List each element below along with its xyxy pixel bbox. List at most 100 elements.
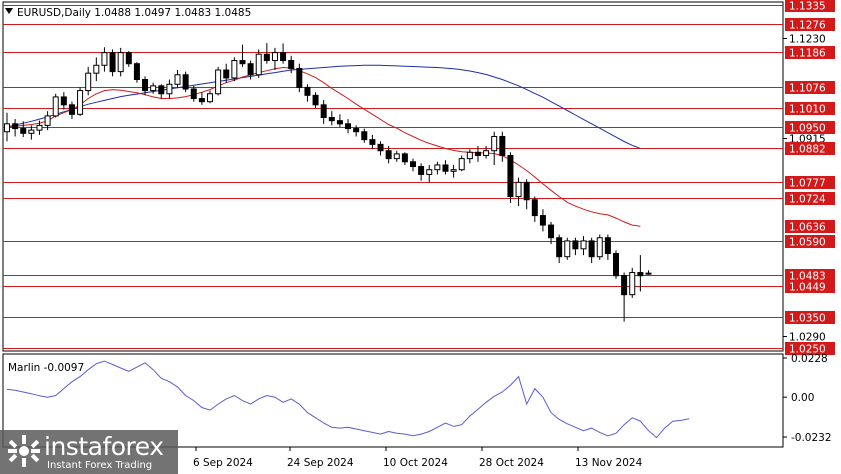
candle-bear xyxy=(345,123,352,130)
price-tag xyxy=(785,176,835,189)
candle-bull xyxy=(85,72,92,92)
price-label: 1.0777 xyxy=(789,178,826,190)
candle-bear xyxy=(385,150,392,160)
watermark-tagline: Instant Forex Trading xyxy=(47,460,153,471)
candle-bear xyxy=(158,85,165,95)
candle-bear xyxy=(280,52,287,62)
watermark-brand: instaforex xyxy=(44,432,164,461)
date-label: 10 Oct 2024 xyxy=(383,457,448,469)
candle-bear xyxy=(442,164,449,172)
candle-bull xyxy=(458,158,465,171)
price-tag xyxy=(785,18,835,31)
candle-bull xyxy=(4,123,10,133)
indicator-panel-frame xyxy=(2,353,784,448)
candle-bear xyxy=(637,272,644,277)
price-tag xyxy=(785,0,835,12)
candle-bull xyxy=(117,52,124,73)
candle-bull xyxy=(36,124,43,131)
candle-bear xyxy=(304,86,311,96)
candle-bear xyxy=(288,60,295,69)
price-label: 1.0636 xyxy=(789,222,826,234)
candle-bull xyxy=(52,96,59,117)
candle-bull xyxy=(466,151,473,160)
candle-bear xyxy=(320,104,327,118)
candle-bear xyxy=(68,104,75,115)
candle-bear xyxy=(539,215,546,226)
candle-bear xyxy=(474,151,481,156)
candle-bear xyxy=(556,237,563,258)
price-tag xyxy=(785,102,835,115)
candle-bull xyxy=(207,93,213,103)
indicator-tick-label: -0.0232 xyxy=(791,432,832,444)
candle-bear xyxy=(377,143,384,152)
candle-bear xyxy=(523,181,530,201)
candle-bull xyxy=(393,153,400,160)
indicator-tick-label: 0.0228 xyxy=(791,353,828,365)
candle-bear xyxy=(223,69,230,79)
price-tag xyxy=(785,311,835,324)
candle-bull xyxy=(491,135,498,152)
price-tag xyxy=(785,81,835,94)
candle-bull xyxy=(564,240,571,258)
price-label: 1.0250 xyxy=(789,344,826,356)
candle-bear xyxy=(621,275,628,296)
watermark: instaforex Instant Forex Trading xyxy=(0,430,178,474)
candle-bear xyxy=(418,166,425,175)
candle-bull xyxy=(434,164,441,171)
candle-bear xyxy=(531,199,538,217)
price-label: 1.1186 xyxy=(789,48,826,60)
moving-average-blue xyxy=(6,64,641,149)
main-panel-frame xyxy=(2,1,784,352)
price-label: 1.0350 xyxy=(789,313,826,325)
candle-bear xyxy=(198,98,205,103)
price-tag xyxy=(785,220,835,233)
candle-bear xyxy=(548,224,555,239)
candle-bull xyxy=(101,52,108,66)
price-tag xyxy=(785,121,835,134)
price-label: 1.0483 xyxy=(789,271,826,283)
indicator-label: Marlin -0.0097 xyxy=(8,362,84,374)
candle-bear xyxy=(125,52,132,65)
candle-bull xyxy=(166,83,173,95)
price-tag xyxy=(785,235,835,248)
price-tag xyxy=(785,342,835,355)
candle-bear xyxy=(410,161,416,168)
candle-bear xyxy=(645,272,652,275)
price-label: 1.0290 xyxy=(789,332,826,344)
price-label: 1.0724 xyxy=(789,194,826,206)
price-tag xyxy=(785,46,835,59)
price-label: 1.1230 xyxy=(789,34,826,46)
candle-bear xyxy=(369,139,376,145)
candle-bull xyxy=(231,60,238,79)
candle-bear xyxy=(60,96,67,106)
candle-bear xyxy=(109,52,116,73)
candle-bull xyxy=(215,69,222,95)
marlin-oscillator-line xyxy=(6,360,690,439)
candle-bear xyxy=(588,240,595,258)
candle-bull xyxy=(596,237,603,258)
candle-bull xyxy=(515,181,522,198)
price-tag xyxy=(785,192,835,205)
moving-average-red xyxy=(6,66,641,227)
candle-bear xyxy=(353,128,360,133)
candle-bear xyxy=(296,67,303,88)
date-label: 13 Nov 2024 xyxy=(575,457,643,469)
candle-bear xyxy=(336,120,343,125)
price-tag xyxy=(785,280,835,293)
candle-bull xyxy=(580,240,587,250)
candle-bear xyxy=(190,88,197,100)
price-tag xyxy=(785,142,835,155)
candle-bull xyxy=(483,150,490,156)
candle-bear xyxy=(507,154,514,198)
candle-bear xyxy=(572,240,579,250)
candle-bull xyxy=(271,52,278,62)
date-label: 6 Sep 2024 xyxy=(193,457,253,469)
price-label: 1.0882 xyxy=(789,144,826,156)
price-label: 1.0950 xyxy=(789,123,826,135)
candle-bull xyxy=(77,90,84,115)
candle-bear xyxy=(133,63,140,81)
date-label: 24 Sep 2024 xyxy=(287,457,354,469)
candle-bull xyxy=(629,272,636,296)
